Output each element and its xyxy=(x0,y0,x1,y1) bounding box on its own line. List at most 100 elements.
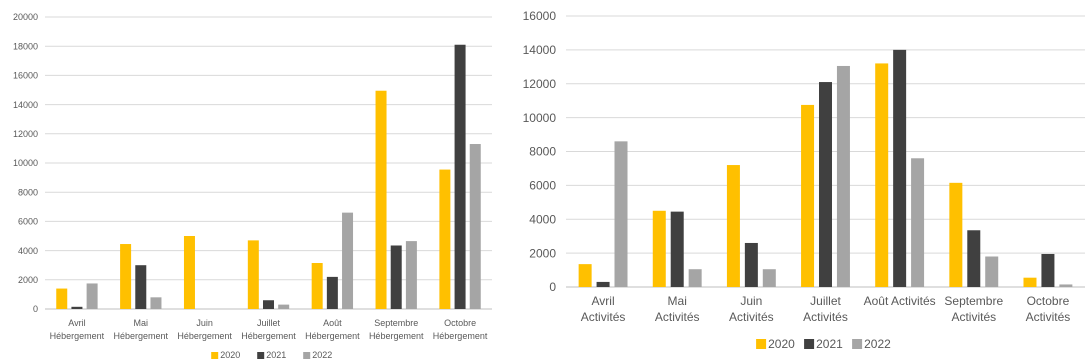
y-tick-label: 18000 xyxy=(13,41,38,51)
legend-label-2022: 2022 xyxy=(864,337,891,351)
y-tick-label: 8000 xyxy=(529,145,556,159)
legend-label-2020: 2020 xyxy=(220,350,240,360)
y-tick-label: 10000 xyxy=(523,111,557,125)
category-label: Hébergement xyxy=(369,331,424,341)
category-label: Mai xyxy=(668,294,687,308)
category-label: Septembre xyxy=(944,294,1003,308)
category-label: Activités xyxy=(803,310,848,324)
bar-2022 xyxy=(1059,284,1073,287)
bar-2022 xyxy=(614,141,628,287)
category-label: Juin xyxy=(196,318,213,328)
y-tick-label: 14000 xyxy=(13,100,38,110)
legend-label-2021: 2021 xyxy=(266,350,286,360)
y-tick-label: 0 xyxy=(549,280,556,294)
y-tick-label: 2000 xyxy=(529,246,556,260)
category-label: Hébergement xyxy=(305,331,360,341)
bar-2021 xyxy=(819,82,832,288)
bar-2020 xyxy=(652,210,666,287)
y-tick-label: 14000 xyxy=(523,43,557,57)
y-tick-label: 6000 xyxy=(18,217,38,227)
category-label: Activités xyxy=(655,310,700,324)
bar-2020 xyxy=(578,264,592,287)
category-label: Activités xyxy=(581,310,626,324)
bar-2021 xyxy=(596,281,610,287)
bar-2020 xyxy=(439,169,451,309)
bar-2020 xyxy=(183,236,195,309)
bar-2020 xyxy=(875,63,889,287)
bar-2021 xyxy=(135,265,147,309)
bar-2021 xyxy=(454,44,466,310)
category-label: Hébergement xyxy=(241,331,296,341)
bar-2020 xyxy=(801,104,815,287)
bar-2021 xyxy=(967,230,981,287)
category-label: Octobre xyxy=(444,318,476,328)
y-tick-label: 4000 xyxy=(18,246,38,256)
bar-2021 xyxy=(893,49,907,287)
y-tick-label: 12000 xyxy=(523,77,557,91)
category-label: Activités xyxy=(951,310,996,324)
bar-2021 xyxy=(390,245,402,309)
category-label: Avril xyxy=(68,318,85,328)
bar-2022 xyxy=(911,158,925,287)
legend-label-2021: 2021 xyxy=(816,337,843,351)
bar-2021 xyxy=(326,276,338,309)
category-label: Hébergement xyxy=(433,331,488,341)
legend-swatch-2021 xyxy=(257,352,265,359)
legend-swatch-2022 xyxy=(852,339,863,349)
category-label: Octobre xyxy=(1027,294,1070,308)
category-label: Hébergement xyxy=(50,331,105,341)
y-tick-label: 10000 xyxy=(13,158,38,168)
y-tick-label: 6000 xyxy=(529,179,556,193)
bar-2021 xyxy=(744,242,758,287)
bar-2022 xyxy=(469,144,481,309)
chart-activites: 0 2000 4000 6000 8000 10000 12000 14000 16000 Avr… xyxy=(523,9,1085,351)
y-tick-label: 8000 xyxy=(18,187,38,197)
category-label: Juillet xyxy=(257,318,281,328)
category-label: Juin xyxy=(740,294,762,308)
bar-2021 xyxy=(1041,253,1055,287)
bar-2022 xyxy=(985,256,999,287)
bar-2022 xyxy=(278,304,290,309)
bar-2021 xyxy=(71,306,83,309)
category-label: Avril xyxy=(592,294,615,308)
y-tick-label: 16000 xyxy=(13,71,38,81)
y-tick-label: 4000 xyxy=(529,212,556,226)
bar-2020 xyxy=(120,244,132,309)
bar-2022 xyxy=(86,283,98,309)
legend-label-2022: 2022 xyxy=(312,350,332,360)
category-label: Août xyxy=(323,318,342,328)
legend-swatch-2020 xyxy=(211,352,219,359)
legend-swatch-2022 xyxy=(303,352,311,359)
category-label: Mai xyxy=(134,318,149,328)
legend-swatch-2021 xyxy=(804,339,815,349)
bar-2021 xyxy=(670,211,684,287)
category-label: Juillet xyxy=(810,294,841,308)
bar-2022 xyxy=(762,269,776,287)
category-label: Hébergement xyxy=(177,331,232,341)
bar-2020 xyxy=(949,182,963,287)
y-tick-label: 12000 xyxy=(13,129,38,139)
bar-2020 xyxy=(311,263,323,309)
category-label: Août Activités xyxy=(864,294,936,308)
bar-2020 xyxy=(247,240,259,309)
bar-2020 xyxy=(1023,277,1037,287)
bar-2020 xyxy=(56,288,68,309)
category-label: Activités xyxy=(729,310,774,324)
y-tick-label: 20000 xyxy=(13,12,38,22)
bar-2022 xyxy=(150,297,162,309)
bar-2020 xyxy=(375,90,387,309)
category-label: Activités xyxy=(1026,310,1071,324)
y-tick-label: 2000 xyxy=(18,275,38,285)
bar-2022 xyxy=(688,269,702,287)
bar-2020 xyxy=(726,165,740,287)
bar-2022 xyxy=(405,241,417,309)
bar-2021 xyxy=(263,300,274,309)
category-label: Septembre xyxy=(374,318,418,328)
chart-hebergement: 0 2000 4000 6000 8000 10000 12000 14000 16000 180… xyxy=(13,12,492,360)
y-tick-label: 0 xyxy=(33,304,38,314)
category-label: Hébergement xyxy=(114,331,169,341)
bar-2022 xyxy=(342,212,354,309)
legend-label-2020: 2020 xyxy=(768,337,795,351)
bar-2022 xyxy=(836,65,850,287)
